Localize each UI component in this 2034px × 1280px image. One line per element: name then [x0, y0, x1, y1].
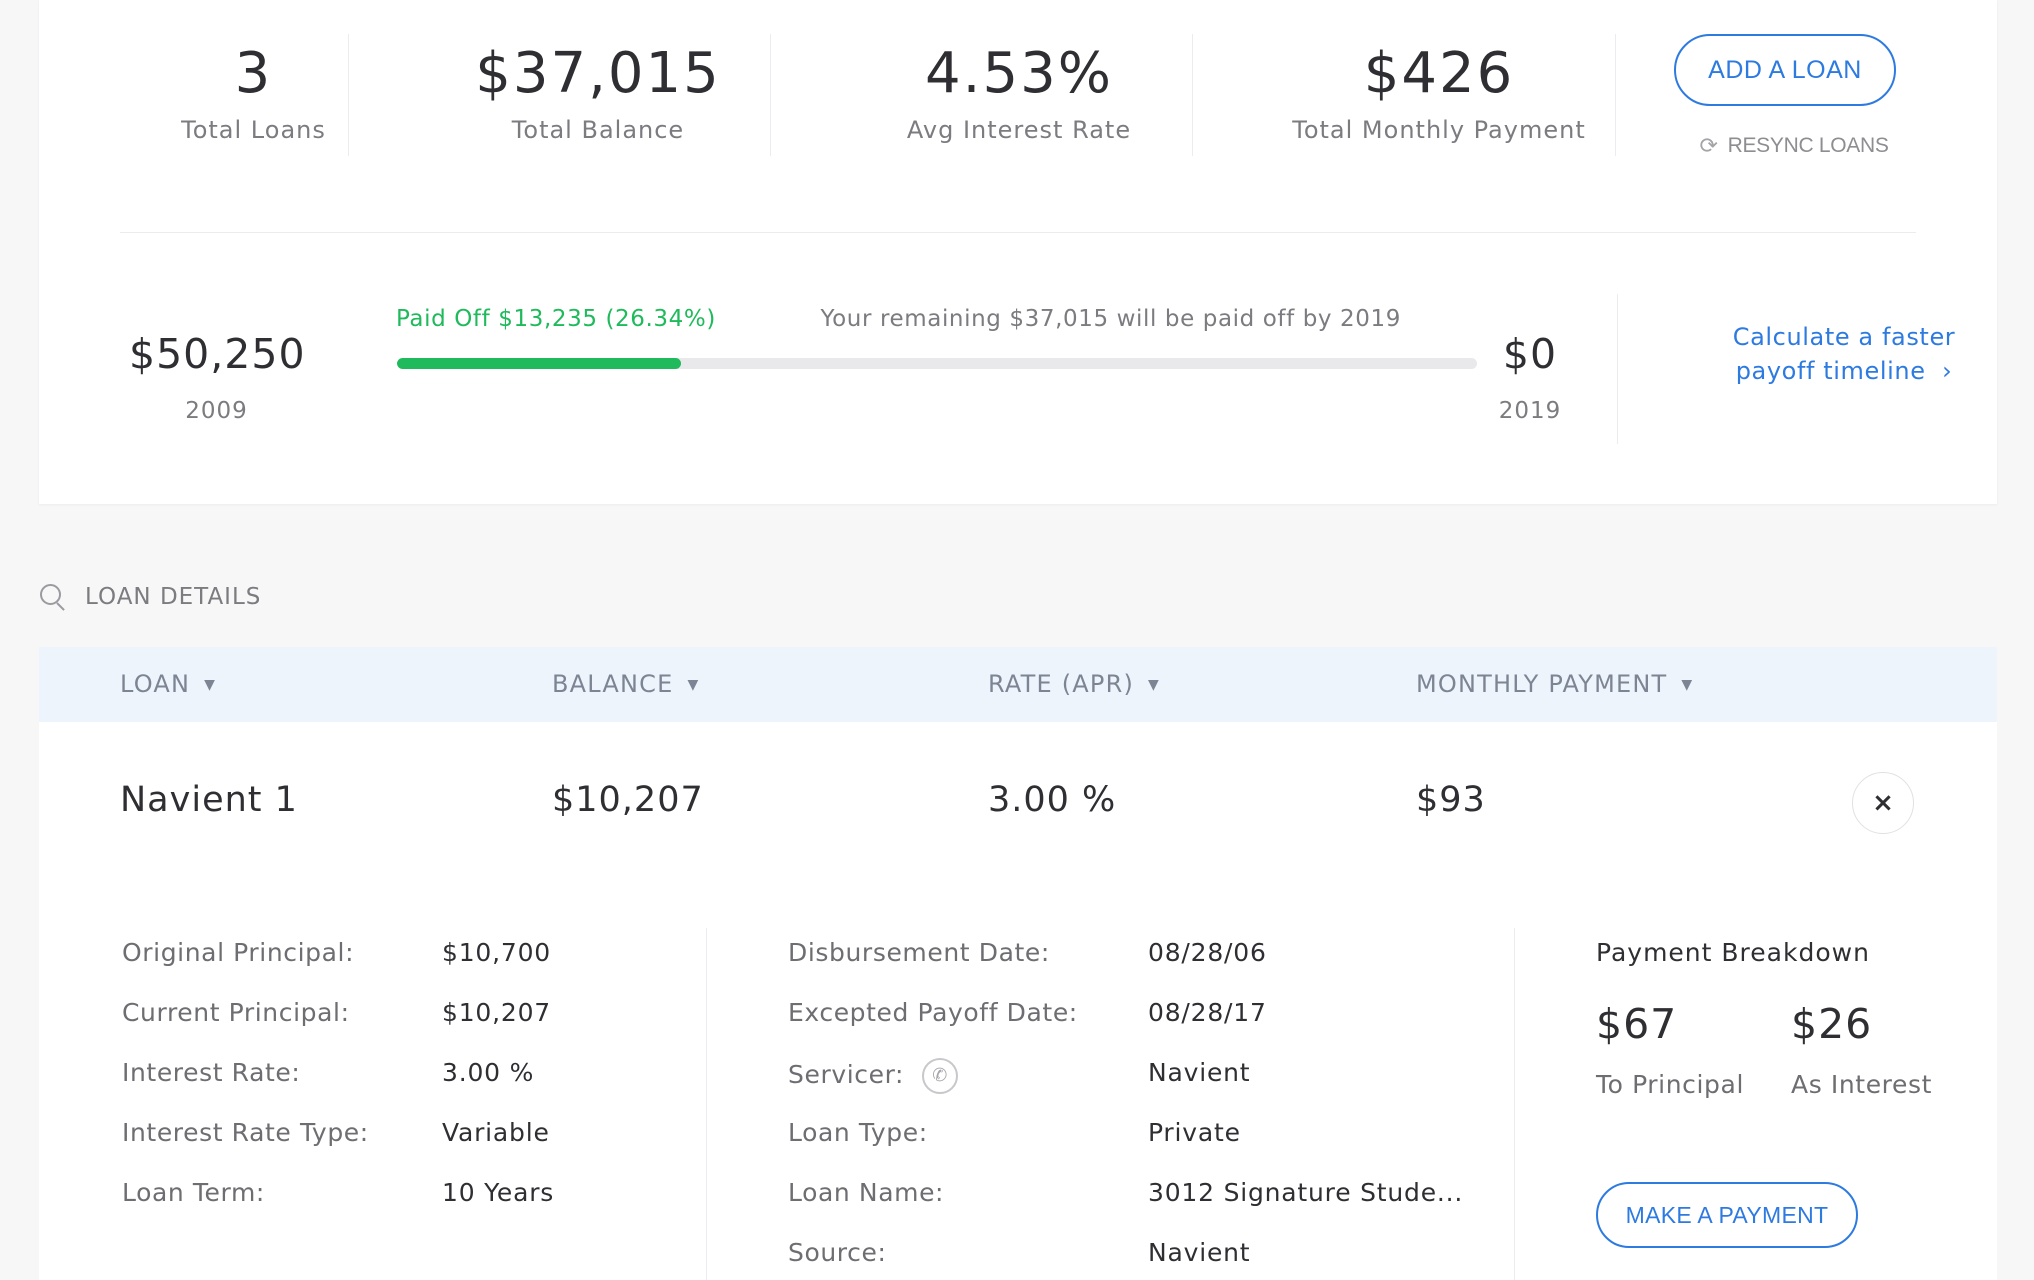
summary-divider — [120, 232, 1916, 233]
make-payment-button[interactable]: MAKE A PAYMENT — [1596, 1182, 1858, 1248]
end-year: 2019 — [1498, 398, 1562, 424]
link-line-2: payoff timeline › — [1679, 354, 2009, 388]
stat-value: 4.53% — [925, 41, 1113, 106]
detail-label: Excepted Payoff Date: — [788, 998, 1078, 1027]
detail-value: Variable — [442, 1118, 550, 1147]
column-header-monthly-payment[interactable]: MONTHLY PAYMENT ▼ — [1416, 647, 1693, 722]
refresh-icon: ⟳ — [1699, 133, 1718, 158]
detail-value: $10,207 — [442, 998, 551, 1027]
divider — [348, 34, 349, 156]
detail-value: 3012 Signature Stude... — [1148, 1178, 1464, 1207]
detail-label: Disbursement Date: — [788, 938, 1050, 967]
detail-value: Private — [1148, 1118, 1241, 1147]
divider — [770, 34, 771, 156]
detail-value: $10,700 — [442, 938, 551, 967]
payoff-progress-bar — [397, 358, 1477, 369]
divider — [1514, 928, 1515, 1280]
end-balance-value: $0 — [1502, 330, 1558, 378]
divider — [1615, 34, 1616, 156]
detail-label: Current Principal: — [122, 998, 350, 1027]
summary-card: 3 Total Loans $37,015 Total Balance 4.53… — [39, 0, 1997, 504]
stat-total-balance: $37,015 Total Balance — [398, 36, 798, 144]
stat-label: Total Monthly Payment — [1292, 116, 1586, 144]
loan-table-header: LOAN ▼ BALANCE ▼ RATE (APR) ▼ MONTHLY PAYME… — [39, 647, 1997, 722]
start-balance-value: $50,250 — [129, 330, 306, 378]
as-interest-label: As Interest — [1791, 1070, 1933, 1099]
detail-value: 3.00 % — [442, 1058, 535, 1087]
divider — [1192, 34, 1193, 156]
column-label: RATE (APR) — [988, 670, 1135, 698]
payoff-progress-fill — [397, 358, 682, 369]
detail-value: 08/28/06 — [1148, 938, 1267, 967]
detail-label: Loan Name: — [788, 1178, 945, 1207]
detail-value: 08/28/17 — [1148, 998, 1267, 1027]
loan-monthly-payment: $93 — [1416, 780, 1486, 820]
payment-breakdown-title: Payment Breakdown — [1596, 938, 1870, 967]
sort-caret-icon: ▼ — [687, 677, 700, 693]
sort-caret-icon: ▼ — [1148, 677, 1160, 693]
servicer-label: Servicer: — [788, 1060, 905, 1089]
link-line-1: Calculate a faster — [1732, 323, 1956, 351]
calculate-faster-payoff-link[interactable]: Calculate a faster payoff timeline › — [1679, 320, 2009, 388]
start-year: 2009 — [185, 398, 248, 424]
loan-row-expanded: Navient 1 $10,207 3.00 % $93 × Original … — [39, 722, 1997, 1280]
divider — [1617, 294, 1618, 444]
sort-caret-icon: ▼ — [1681, 677, 1694, 693]
divider — [706, 928, 707, 1280]
loan-name: Navient 1 — [120, 780, 298, 820]
phone-icon[interactable]: ✆ — [922, 1058, 959, 1094]
detail-label: Loan Term: — [122, 1178, 265, 1207]
stat-value: $426 — [1363, 41, 1515, 106]
section-title: LOAN DETAILS — [85, 584, 262, 610]
close-icon: × — [1872, 788, 1894, 818]
remaining-label: Your remaining $37,015 will be paid off … — [820, 306, 1401, 332]
close-loan-button[interactable]: × — [1852, 772, 1914, 834]
detail-label: Servicer: ✆ — [788, 1058, 959, 1094]
stat-value: $37,015 — [475, 41, 721, 106]
add-loan-button[interactable]: ADD A LOAN — [1674, 34, 1896, 106]
stat-label: Avg Interest Rate — [906, 116, 1132, 144]
column-header-rate[interactable]: RATE (APR) ▼ — [988, 647, 1160, 722]
as-interest-amount: $26 — [1791, 1000, 1873, 1048]
column-header-balance[interactable]: BALANCE ▼ — [552, 647, 699, 722]
stat-avg-interest-rate: 4.53% Avg Interest Rate — [819, 36, 1219, 144]
column-label: LOAN — [120, 670, 191, 698]
to-principal-amount: $67 — [1596, 1000, 1678, 1048]
detail-label: Original Principal: — [122, 938, 355, 967]
paid-off-label: Paid Off $13,235 (26.34%) — [396, 306, 716, 332]
end-balance: $0 2019 — [1471, 330, 1589, 424]
column-header-loan[interactable]: LOAN ▼ — [120, 647, 216, 722]
chevron-right-icon: › — [1942, 357, 1953, 385]
detail-value: 10 Years — [442, 1178, 555, 1207]
sort-caret-icon: ▼ — [204, 677, 217, 693]
detail-label: Interest Rate Type: — [122, 1118, 369, 1147]
detail-value: Navient — [1148, 1238, 1251, 1267]
stat-total-monthly-payment: $426 Total Monthly Payment — [1239, 36, 1639, 144]
start-balance: $50,250 2009 — [129, 330, 306, 424]
stat-label: Total Loans — [181, 116, 326, 144]
resync-loans-button[interactable]: ⟳ RESYNC LOANS — [1694, 131, 1894, 161]
search-icon[interactable] — [39, 583, 67, 611]
loan-details-header: LOAN DETAILS — [39, 580, 261, 614]
link-text: payoff timeline — [1735, 357, 1926, 385]
column-label: MONTHLY PAYMENT — [1416, 670, 1668, 698]
detail-label: Loan Type: — [788, 1118, 928, 1147]
stat-total-loans: 3 Total Loans — [128, 36, 379, 144]
to-principal-label: To Principal — [1596, 1070, 1744, 1099]
detail-label: Source: — [788, 1238, 887, 1267]
detail-value: Navient — [1148, 1058, 1251, 1087]
column-label: BALANCE — [552, 670, 674, 698]
loan-rate: 3.00 % — [988, 780, 1117, 820]
stat-value: 3 — [234, 41, 273, 106]
resync-label: RESYNC LOANS — [1727, 134, 1889, 157]
loan-balance: $10,207 — [552, 780, 704, 820]
detail-label: Interest Rate: — [122, 1058, 301, 1087]
stat-label: Total Balance — [511, 116, 685, 144]
